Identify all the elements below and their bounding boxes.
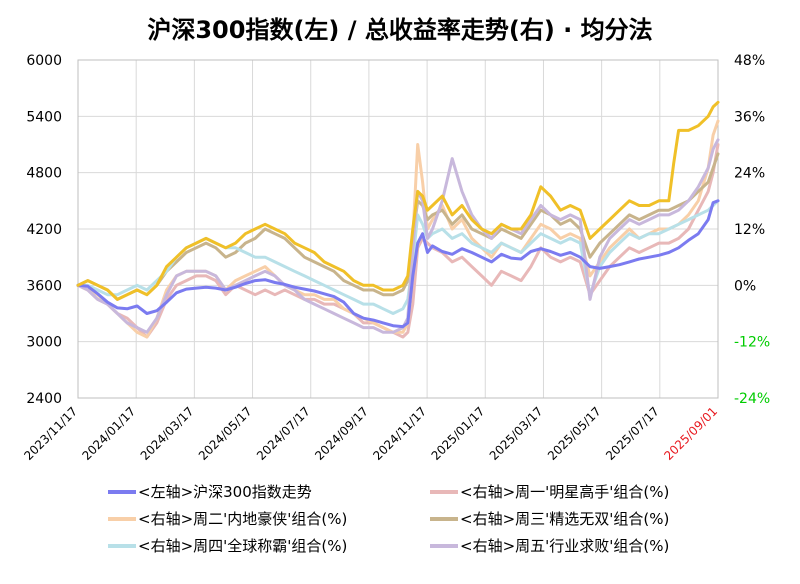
left-tick-label: 3000 [26,335,62,351]
left-tick-label: 4800 [26,166,62,182]
left-tick-label: 4200 [26,222,62,238]
x-tick-label: 2024/09/17 [312,404,371,463]
grid [77,59,719,399]
x-tick-label: 2024/03/17 [138,404,197,463]
left-tick-label: 2400 [26,391,62,407]
right-tick-label: 36% [734,109,765,125]
right-tick-label: 48% [734,53,765,69]
left-tick-label: 6000 [26,53,62,69]
x-tick-label: 2024/01/17 [79,404,138,463]
right-tick-label: 0% [734,278,756,294]
legend-label: <右轴>周五'行业求败'组合(%) [460,537,669,555]
legend-label: <右轴>周二'内地豪侠'组合(%) [138,510,347,528]
series-line-5 [76,138,720,334]
x-tick-label: 2025/05/17 [545,404,604,463]
x-tick-label: 2023/11/17 [21,404,80,463]
right-tick-label: 12% [734,222,765,238]
legend-label: <左轴>沪深300指数走势 [138,483,312,501]
series-lines [76,100,720,339]
legend-label: <右轴>周一'明星高手'组合(%) [460,483,669,501]
legend-label: <右轴>周三'精选无双'组合(%) [460,510,669,528]
chart-title: 沪深300指数(左) / 总收益率走势(右) · 均分法 [147,16,652,44]
series-line-6 [76,100,720,301]
right-tick-label: 24% [734,166,765,182]
series-line-1 [76,143,720,339]
x-tick-label: 2024/11/17 [370,404,429,463]
x-tick-label: 2025/09/01 [661,404,720,463]
x-tick-label: 2025/03/17 [487,404,546,463]
x-tick-label: 2024/07/17 [254,404,313,463]
legend: <左轴>沪深300指数走势 <右轴>周一'明星高手'组合(%) <右轴>周二'内地豪… [108,483,669,555]
right-tick-label: -24% [734,391,770,407]
x-tick-label: 2025/07/17 [603,404,662,463]
x-tick-label: 2025/01/17 [429,404,488,463]
left-tick-label: 5400 [26,109,62,125]
plot-frame [77,59,719,399]
x-tick-label: 2024/05/17 [196,404,255,463]
right-tick-label: -12% [734,335,770,351]
series-line-0 [76,199,720,329]
axes: 6000 48% 5400 36% 4800 24% 4200 12% 3600 0% 3000 -1… [21,53,770,463]
legend-label: <右轴>周四'全球称霸'组合(%) [138,537,347,555]
left-tick-label: 3600 [26,278,62,294]
